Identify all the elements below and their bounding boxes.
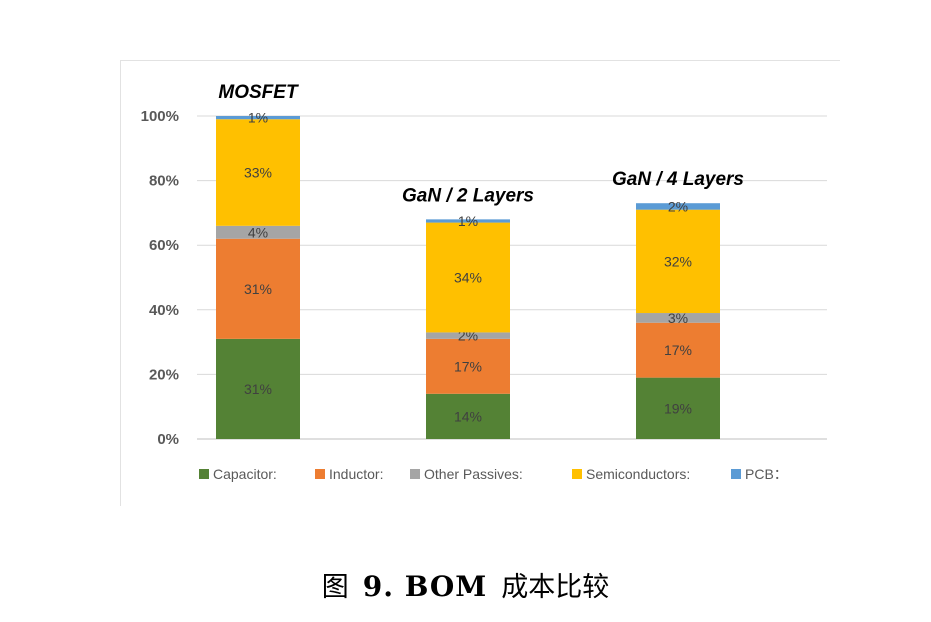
data-label: 17% <box>664 342 692 358</box>
legend-label: Inductor: <box>329 466 383 482</box>
y-tick-label: 80% <box>149 173 179 190</box>
bar-segment <box>426 338 510 394</box>
data-label: 3% <box>668 310 688 326</box>
legend-swatch <box>731 469 741 479</box>
legend-swatch <box>572 469 582 479</box>
bar-segment <box>636 209 720 314</box>
bar-segment <box>636 322 720 378</box>
legend-label: Capacitor: <box>213 466 277 482</box>
data-label: 14% <box>454 408 482 424</box>
data-label: 31% <box>244 381 272 397</box>
data-label: 34% <box>454 270 482 286</box>
bar-segment <box>636 313 720 323</box>
bar-segment <box>216 238 300 339</box>
y-tick-label: 20% <box>149 366 179 383</box>
data-label: 4% <box>248 224 268 240</box>
data-label: 2% <box>668 198 688 214</box>
data-label: 17% <box>454 358 482 374</box>
y-tick-label: 40% <box>149 302 179 319</box>
bar-segment <box>426 393 510 439</box>
bar-segment <box>216 338 300 439</box>
data-label: 1% <box>248 110 268 126</box>
legend-swatch <box>315 469 325 479</box>
caption-prefix: 图 <box>321 572 349 603</box>
y-tick-label: 60% <box>149 237 179 254</box>
data-label: 31% <box>244 281 272 297</box>
chart-frame: 0% 20% 40% 60% 80% 100% 31% 31% 4% 33% 1% MOSFET 14%… <box>120 60 840 506</box>
bar-segment <box>216 119 300 226</box>
legend-label: Other Passives: <box>424 466 523 482</box>
data-label: 1% <box>458 213 478 229</box>
y-tick-label: 100% <box>141 108 179 125</box>
figure-caption: 图 9. BOM 成本比较 <box>0 565 931 604</box>
data-label: 33% <box>244 165 272 181</box>
legend-label: Semiconductors: <box>586 466 690 482</box>
bar-segment <box>216 225 300 239</box>
bar-segment <box>636 203 720 210</box>
category-label: GaN / 2 Layers <box>402 185 534 206</box>
bar-segment <box>426 222 510 333</box>
caption-suffix: 成本比较 <box>501 572 610 603</box>
category-label: MOSFET <box>218 82 299 103</box>
bar-segment <box>216 116 300 120</box>
y-tick-label: 0% <box>157 431 179 448</box>
bar-segment <box>426 332 510 339</box>
legend-swatch <box>199 469 209 479</box>
data-label: 19% <box>664 400 692 416</box>
caption-number: 9. BOM <box>362 570 488 603</box>
legend-swatch <box>410 469 420 479</box>
data-label: 32% <box>664 253 692 269</box>
bar-segment <box>426 219 510 223</box>
bom-stacked-bar-chart: 0% 20% 40% 60% 80% 100% 31% 31% 4% 33% 1% MOSFET 14%… <box>141 82 827 482</box>
category-label: GaN / 4 Layers <box>612 169 744 190</box>
legend-label: PCB： <box>745 466 788 482</box>
bar-segment <box>636 377 720 439</box>
